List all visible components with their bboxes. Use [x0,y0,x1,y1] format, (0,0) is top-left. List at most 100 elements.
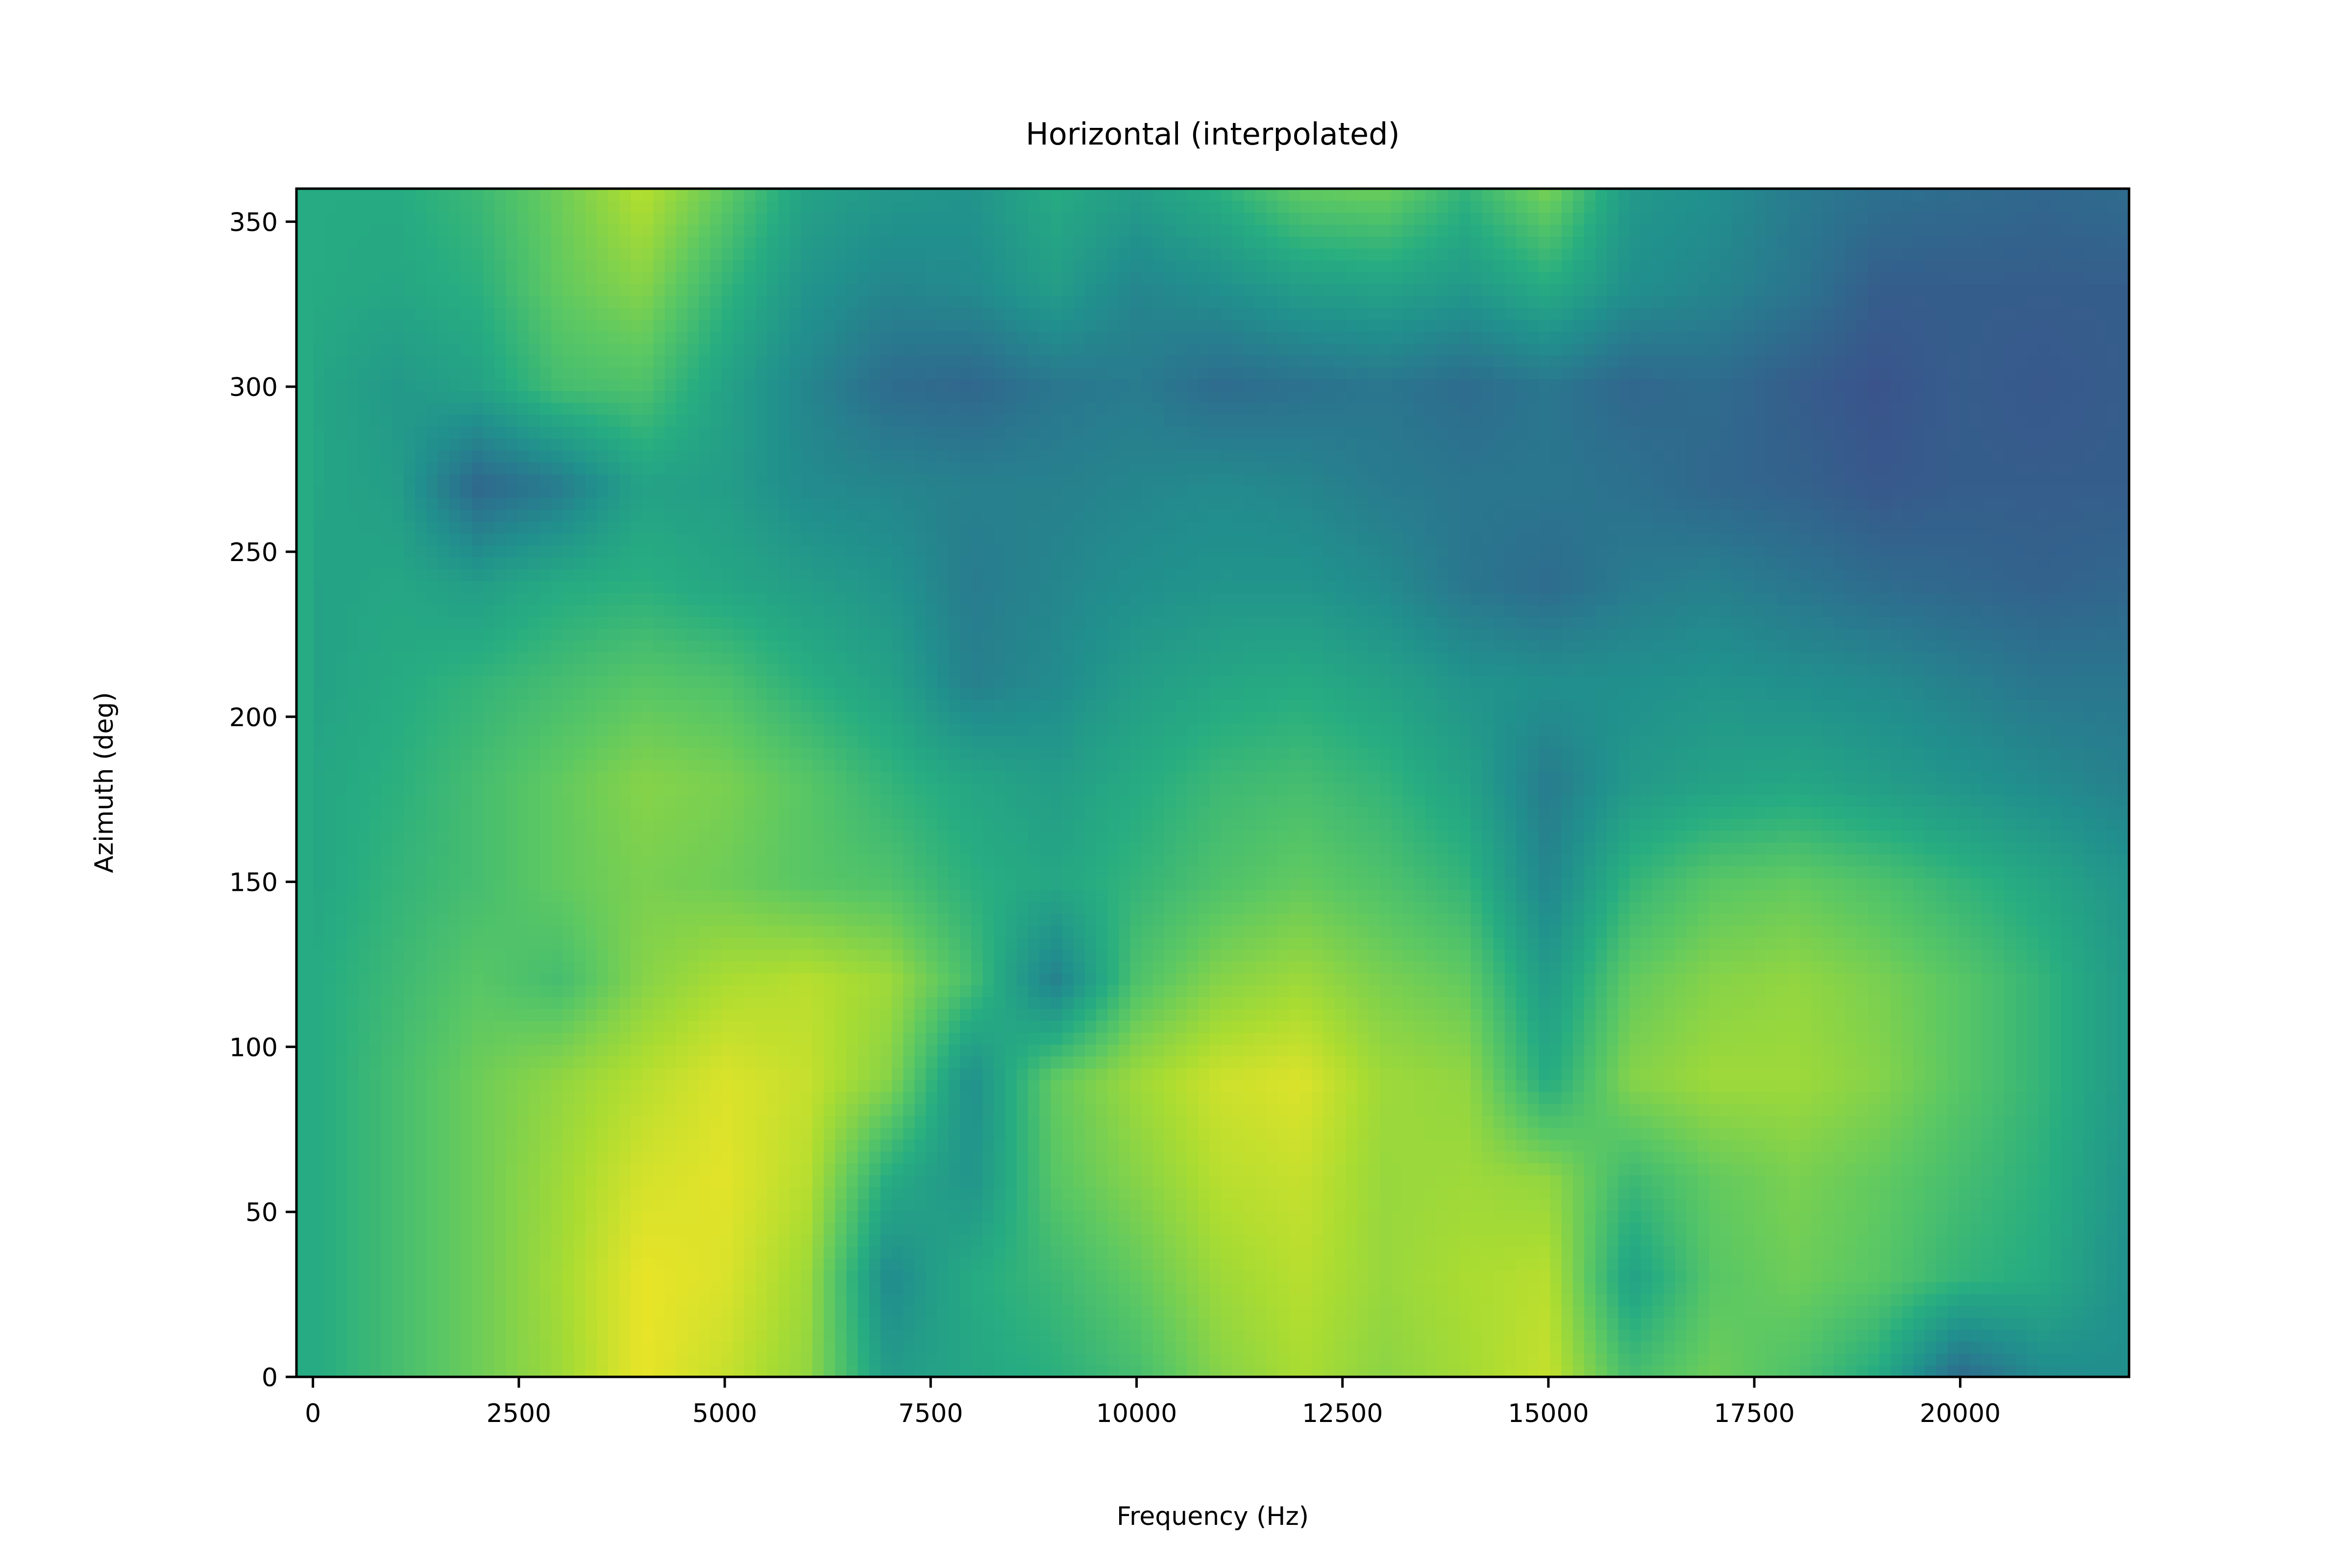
heatmap-cell [403,1282,416,1295]
heatmap-cell [778,1199,790,1211]
heatmap-cell [2072,1175,2084,1187]
heatmap-cell [324,1103,336,1116]
heatmap-cell [687,1365,700,1377]
heatmap-cell [596,1199,609,1211]
heatmap-cell [1925,1068,1936,1080]
heatmap-cell [1402,1258,1415,1271]
heatmap-cell [1788,1032,1801,1045]
heatmap-cell [1504,1365,1517,1377]
heatmap-cell [2083,1151,2096,1164]
heatmap-cell [528,1163,540,1176]
heatmap-cell [596,1317,609,1330]
heatmap-cell [1266,1092,1278,1104]
heatmap-cell [767,1294,779,1306]
heatmap-cell [948,1210,960,1223]
heatmap-cell [1062,1163,1074,1176]
heatmap-cell [381,1270,393,1282]
heatmap-cell [1277,1199,1290,1211]
heatmap-cell [1380,1175,1392,1187]
heatmap-cell [926,1353,938,1366]
heatmap-cell [1765,1103,1778,1116]
heatmap-cell [1028,1139,1040,1152]
heatmap-cell [324,1270,336,1282]
heatmap-cell [2027,1199,2039,1211]
heatmap-cell [403,1032,416,1045]
heatmap-cell [1709,1282,1721,1295]
heatmap-cell [1595,1282,1608,1295]
heatmap-cell [1913,1199,1925,1211]
heatmap-cell [585,1341,597,1354]
heatmap-cell [937,1270,949,1282]
heatmap-cell [1005,1365,1017,1377]
heatmap-cell [1346,1044,1358,1057]
heatmap-cell [1016,1115,1029,1128]
heatmap-cell [880,1175,892,1187]
heatmap-cell [1391,1127,1403,1140]
heatmap-cell [483,997,495,1009]
heatmap-cell [347,1103,359,1116]
heatmap-cell [1720,1234,1733,1247]
heatmap-cell [1697,1199,1710,1211]
heatmap-cell [2015,1151,2028,1164]
heatmap-cell [1266,1187,1278,1200]
heatmap-cell [1800,1246,1812,1259]
heatmap-cell [948,1163,960,1176]
heatmap-cell [1119,1234,1131,1247]
heatmap-cell [426,1199,439,1211]
heatmap-cell [471,1234,484,1247]
heatmap-cell [2117,1305,2130,1318]
heatmap-cell [1130,1139,1142,1152]
heatmap-cell [1550,1199,1562,1211]
heatmap-cell [1028,1341,1040,1354]
heatmap-cell [2015,1246,2028,1259]
heatmap-cell [1845,1044,1857,1057]
heatmap-cell [1868,1151,1880,1164]
heatmap-cell [756,1210,767,1223]
heatmap-cell [1300,1317,1312,1330]
heatmap-cell [1062,1222,1074,1235]
heatmap-cell [539,1056,552,1069]
heatmap-cell [1107,1056,1120,1069]
heatmap-cell [1629,1365,1642,1377]
heatmap-cell [1096,1020,1108,1033]
heatmap-cell [2049,1115,2061,1128]
heatmap-cell [880,1103,892,1116]
heatmap-cell [1266,1020,1278,1033]
heatmap-cell [880,1020,892,1033]
heatmap-cell [1981,1270,1993,1282]
heatmap-cell [642,1246,654,1259]
heatmap-cell [381,1151,393,1164]
heatmap-cell [1572,1305,1585,1318]
heatmap-cell [539,1092,552,1104]
heatmap-cell [528,1199,540,1211]
heatmap-cell [1119,1092,1131,1104]
heatmap-cell [1572,1008,1585,1021]
heatmap-cell [1232,1068,1244,1080]
heatmap-cell [914,1092,927,1104]
heatmap-cell [2061,1163,2073,1176]
heatmap-cell [483,1365,495,1377]
heatmap-cell [971,1175,983,1187]
heatmap-cell [1652,1199,1665,1211]
heatmap-cell [835,1234,847,1247]
heatmap-cell [1096,1092,1108,1104]
heatmap-cell [801,1329,813,1342]
heatmap-cell [1062,1044,1074,1057]
heatmap-cell [1209,1317,1222,1330]
heatmap-cell [1697,1056,1710,1069]
heatmap-cell [733,1151,745,1164]
heatmap-cell [1890,1199,1903,1211]
heatmap-cell [1130,1210,1142,1223]
heatmap-cell [789,1341,802,1354]
heatmap-cell [438,1079,450,1092]
heatmap-cell [858,1199,870,1211]
heatmap-cell [1414,1115,1426,1128]
heatmap-cell [1822,1270,1835,1282]
heatmap-cell [1754,1199,1766,1211]
heatmap-cell [1084,1092,1097,1104]
heatmap-cell [1232,1115,1244,1128]
heatmap-cell [1913,1282,1925,1295]
heatmap-cell [483,1056,495,1069]
heatmap-cell [596,1056,609,1069]
heatmap-cell [892,1199,904,1211]
